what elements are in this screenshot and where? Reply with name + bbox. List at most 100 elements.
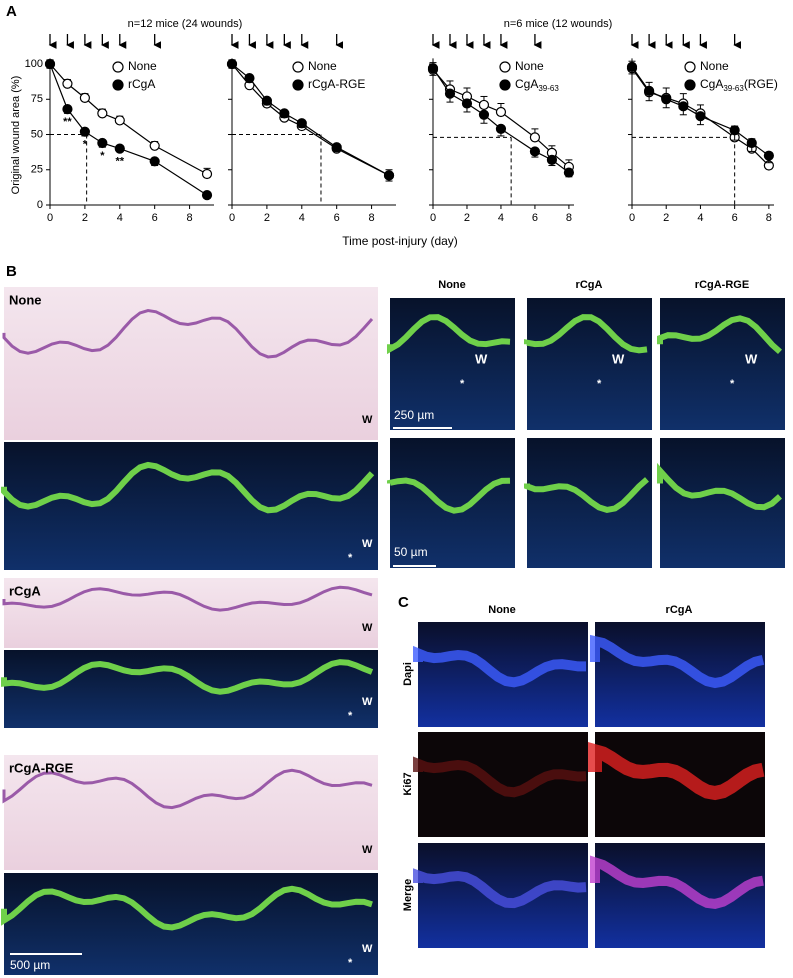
epidermis xyxy=(524,477,649,514)
significance: ** xyxy=(116,156,125,168)
legend-label: CgA39-63 xyxy=(515,77,559,93)
legend-marker xyxy=(499,79,511,91)
micrographs: None W W * rCgA W W * rCgA-RGE W W * 500 µm None W * rCg… xyxy=(0,279,785,975)
data-point xyxy=(244,73,255,84)
row-title: Ki67 xyxy=(402,772,414,795)
wound-label: W xyxy=(475,351,488,366)
data-point xyxy=(763,150,774,161)
epidermis xyxy=(413,756,587,798)
scale-label: 500 µm xyxy=(10,958,50,972)
data-point xyxy=(495,123,507,134)
x-tick-label: 0 xyxy=(430,212,436,224)
legend-name: None xyxy=(700,59,729,73)
legend-label: None xyxy=(515,59,544,73)
scale-label: 50 µm xyxy=(394,545,428,559)
fluorescence-image xyxy=(660,298,785,430)
data-point xyxy=(427,63,439,74)
scale-label: 250 µm xyxy=(394,408,434,422)
data-point xyxy=(114,143,125,154)
data-point xyxy=(261,95,272,106)
legend-marker xyxy=(684,61,696,73)
epidermis xyxy=(588,742,765,801)
data-point xyxy=(529,146,541,157)
y-tick-label: 50 xyxy=(31,128,43,140)
fluorescence-image xyxy=(4,442,378,570)
x-tick-label: 2 xyxy=(464,212,470,224)
x-tick-label: 4 xyxy=(697,212,703,224)
data-point xyxy=(546,154,558,165)
data-point xyxy=(62,78,73,89)
legend-label: None xyxy=(128,59,157,73)
group-label: n=12 mice (24 wounds) xyxy=(128,18,243,30)
legend-name: None xyxy=(308,59,337,73)
data-point xyxy=(444,88,456,99)
x-tick-label: 4 xyxy=(299,212,305,224)
data-point xyxy=(495,106,507,118)
wound-label: W xyxy=(612,351,625,366)
epidermis xyxy=(413,645,587,688)
he-image xyxy=(4,287,378,440)
data-point xyxy=(149,156,160,167)
panel-label: B xyxy=(6,263,17,280)
x-tick-label: 8 xyxy=(766,212,772,224)
legend-marker xyxy=(112,61,124,73)
y-axis-label: Original wound area (%) xyxy=(10,76,22,195)
panel-label: C xyxy=(398,594,409,611)
data-point xyxy=(114,115,125,126)
fluorescence-image xyxy=(418,843,588,948)
data-point xyxy=(461,98,473,109)
epidermis xyxy=(524,314,648,354)
panel-label: A xyxy=(6,3,17,20)
epidermis xyxy=(657,315,782,355)
legend-name: rCgA-RGE xyxy=(308,77,365,91)
fluorescence-image xyxy=(660,438,785,568)
data-point xyxy=(626,61,638,72)
legend-marker xyxy=(292,79,304,91)
column-title: rCgA xyxy=(666,604,693,616)
data-point xyxy=(201,168,213,180)
wound-label: W xyxy=(362,538,373,550)
image-title: rCgA-RGE xyxy=(9,760,74,775)
fluorescence-image xyxy=(4,873,378,975)
edge-mark: * xyxy=(348,957,353,969)
column-title: rCgA-RGE xyxy=(695,279,749,291)
data-point xyxy=(563,167,575,178)
epidermis xyxy=(657,462,783,511)
legend-name: None xyxy=(515,59,544,73)
y-tick-label: 100 xyxy=(25,58,43,70)
x-tick-label: 6 xyxy=(532,212,538,224)
data-point xyxy=(478,99,490,111)
image-title: None xyxy=(9,292,42,307)
x-tick-label: 8 xyxy=(187,212,193,224)
row-title: Merge xyxy=(402,879,414,911)
he-image xyxy=(4,755,378,870)
x-tick-label: 0 xyxy=(229,212,235,224)
epidermis xyxy=(413,868,587,909)
data-point xyxy=(383,170,395,181)
data-point xyxy=(529,132,541,143)
data-point xyxy=(201,190,213,201)
epidermis xyxy=(1,461,375,514)
data-point xyxy=(44,58,56,70)
legend-label: CgA39-63(RGE) xyxy=(700,77,778,93)
x-tick-label: 2 xyxy=(663,212,669,224)
edge-mark: * xyxy=(460,378,465,390)
edge-mark: * xyxy=(597,378,602,390)
image-title: rCgA xyxy=(9,583,41,598)
legend-label: None xyxy=(308,59,337,73)
x-tick-label: 6 xyxy=(152,212,158,224)
epidermis xyxy=(1,659,374,695)
epidermis xyxy=(387,314,511,355)
significance: * xyxy=(100,150,105,162)
data-point xyxy=(279,108,290,119)
legend-name: CgA xyxy=(700,77,723,91)
y-tick-label: 0 xyxy=(37,199,43,211)
legend-name: rCgA xyxy=(128,77,155,91)
data-point xyxy=(62,104,73,115)
y-tick-label: 75 xyxy=(31,93,43,105)
he-image xyxy=(4,578,378,648)
x-tick-label: 0 xyxy=(47,212,53,224)
legend-label: rCgA xyxy=(128,77,155,91)
data-point xyxy=(331,142,342,153)
